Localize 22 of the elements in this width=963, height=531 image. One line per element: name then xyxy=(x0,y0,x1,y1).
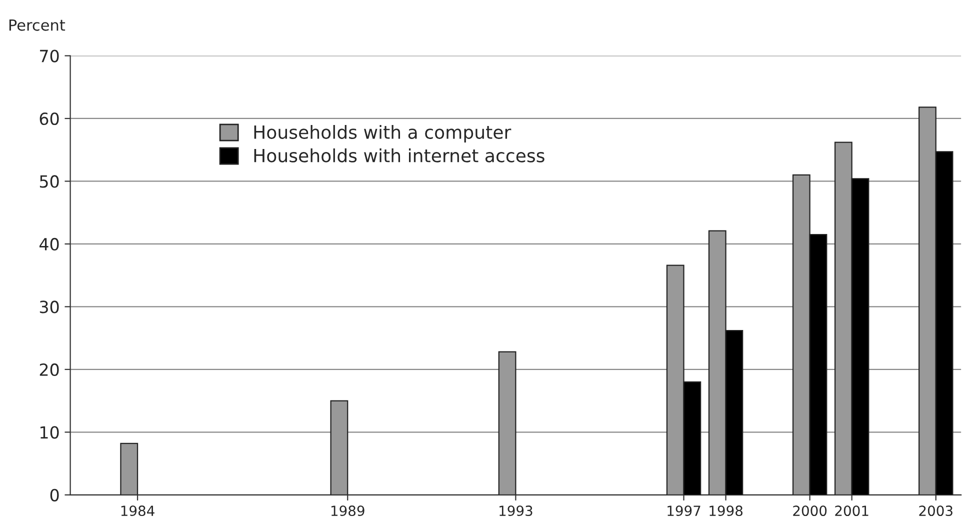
bar xyxy=(120,442,138,495)
y-tick-label: 20 xyxy=(40,363,59,376)
x-tick-label: 2000 xyxy=(793,506,827,516)
x-tick-label: 1997 xyxy=(668,506,700,516)
x-tick-label: 1989 xyxy=(331,506,364,516)
x-tick-label: 2001 xyxy=(835,506,868,516)
y-tick-label: 50 xyxy=(40,175,59,188)
y-tick-label: 30 xyxy=(40,300,59,314)
bar xyxy=(330,400,348,495)
y-tick-label: 0 xyxy=(50,488,59,502)
y-tick-label: 60 xyxy=(40,112,59,126)
legend-label: Households with internet access xyxy=(254,148,544,162)
y-axis-title: Percent xyxy=(9,19,66,31)
bar xyxy=(498,351,516,495)
y-tick-label: 10 xyxy=(40,426,59,439)
y-tick-label: 70 xyxy=(40,50,59,62)
x-tick-label: 1998 xyxy=(710,506,742,516)
x-tick-label: 1984 xyxy=(121,506,154,516)
y-tick-label: 40 xyxy=(39,238,59,251)
legend-label: Households with a computer xyxy=(254,125,512,142)
x-tick-label: 1993 xyxy=(500,506,532,516)
x-tick-label: 2003 xyxy=(919,506,952,516)
